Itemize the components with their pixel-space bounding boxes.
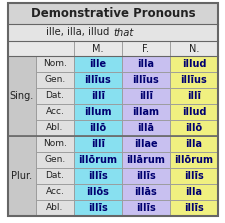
Text: illō: illō	[89, 123, 106, 133]
Text: illud: illud	[181, 59, 205, 69]
Bar	[169, 120, 217, 136]
Bar	[169, 184, 217, 200]
Bar	[36, 104, 74, 120]
Text: illās: illās	[134, 187, 157, 197]
Bar	[169, 88, 217, 104]
Bar	[36, 88, 74, 104]
Text: Plur.: Plur.	[11, 171, 32, 181]
Text: Acc.: Acc.	[45, 107, 64, 116]
Text: illīus: illīus	[84, 75, 111, 85]
Bar	[74, 88, 122, 104]
Text: illōrum: illōrum	[174, 155, 213, 165]
Bar	[36, 136, 74, 152]
Text: illīs: illīs	[135, 203, 155, 213]
Text: illum: illum	[84, 107, 111, 117]
Bar	[36, 184, 74, 200]
Text: Abl.: Abl.	[46, 124, 63, 132]
Bar	[8, 41, 74, 56]
Bar	[74, 104, 122, 120]
Bar	[8, 24, 217, 41]
Bar	[74, 120, 122, 136]
Bar	[74, 200, 122, 216]
Text: illa: illa	[185, 187, 202, 197]
Text: illam: illam	[132, 107, 159, 117]
Bar	[122, 200, 169, 216]
Bar	[74, 136, 122, 152]
Text: illōrum: illōrum	[78, 155, 117, 165]
Text: illīs: illīs	[183, 203, 203, 213]
Text: Abl.: Abl.	[46, 204, 63, 213]
Text: illī: illī	[91, 91, 105, 101]
Text: illōs: illōs	[86, 187, 109, 197]
Text: illī: illī	[186, 91, 200, 101]
Text: illud: illud	[181, 107, 205, 117]
Bar	[122, 184, 169, 200]
Text: Demonstrative Pronouns: Demonstrative Pronouns	[31, 7, 194, 20]
Bar	[36, 200, 74, 216]
Bar	[74, 72, 122, 88]
Text: illīs: illīs	[88, 203, 107, 213]
Text: illō: illō	[185, 123, 202, 133]
Bar	[74, 41, 122, 56]
Text: N.: N.	[188, 43, 198, 54]
Text: Gen.: Gen.	[44, 155, 65, 165]
Bar	[74, 184, 122, 200]
Text: illī: illī	[91, 139, 105, 149]
Bar	[74, 152, 122, 168]
Text: illīs: illīs	[88, 171, 107, 181]
Text: ille: ille	[89, 59, 106, 69]
Bar	[8, 3, 217, 24]
Text: illā: illā	[137, 123, 154, 133]
Text: Nom.: Nom.	[43, 60, 67, 68]
Text: M.: M.	[92, 43, 103, 54]
Bar	[36, 152, 74, 168]
Bar	[122, 152, 169, 168]
Text: illīus: illīus	[180, 75, 207, 85]
Text: Sing.: Sing.	[10, 91, 34, 101]
Bar	[169, 104, 217, 120]
Bar	[122, 72, 169, 88]
Bar	[36, 56, 74, 72]
Text: ille, illa, illud: ille, illa, illud	[46, 27, 112, 37]
Bar	[122, 56, 169, 72]
Bar	[8, 56, 36, 136]
Bar	[169, 56, 217, 72]
Text: Acc.: Acc.	[45, 188, 64, 196]
Bar	[122, 120, 169, 136]
Text: illīus: illīus	[132, 75, 159, 85]
Bar	[169, 200, 217, 216]
Text: F.: F.	[142, 43, 149, 54]
Text: illīs: illīs	[183, 171, 203, 181]
Bar	[122, 136, 169, 152]
Text: Nom.: Nom.	[43, 140, 67, 149]
Text: illae: illae	[134, 139, 157, 149]
Bar	[169, 41, 217, 56]
Bar	[36, 72, 74, 88]
Bar	[36, 120, 74, 136]
Text: Dat.: Dat.	[45, 171, 64, 180]
Text: illa: illa	[137, 59, 154, 69]
Bar	[36, 168, 74, 184]
Text: illīs: illīs	[135, 171, 155, 181]
Bar	[122, 168, 169, 184]
Text: illa: illa	[185, 139, 202, 149]
Bar	[169, 168, 217, 184]
Bar	[169, 136, 217, 152]
Bar	[122, 41, 169, 56]
Bar	[74, 168, 122, 184]
Bar	[169, 152, 217, 168]
Text: that: that	[112, 27, 133, 37]
Bar	[74, 56, 122, 72]
Bar	[8, 136, 36, 216]
Text: illī: illī	[138, 91, 152, 101]
Bar	[169, 72, 217, 88]
Bar	[122, 88, 169, 104]
Text: Gen.: Gen.	[44, 76, 65, 85]
Text: Dat.: Dat.	[45, 91, 64, 101]
Text: illārum: illārum	[126, 155, 165, 165]
Bar	[122, 104, 169, 120]
